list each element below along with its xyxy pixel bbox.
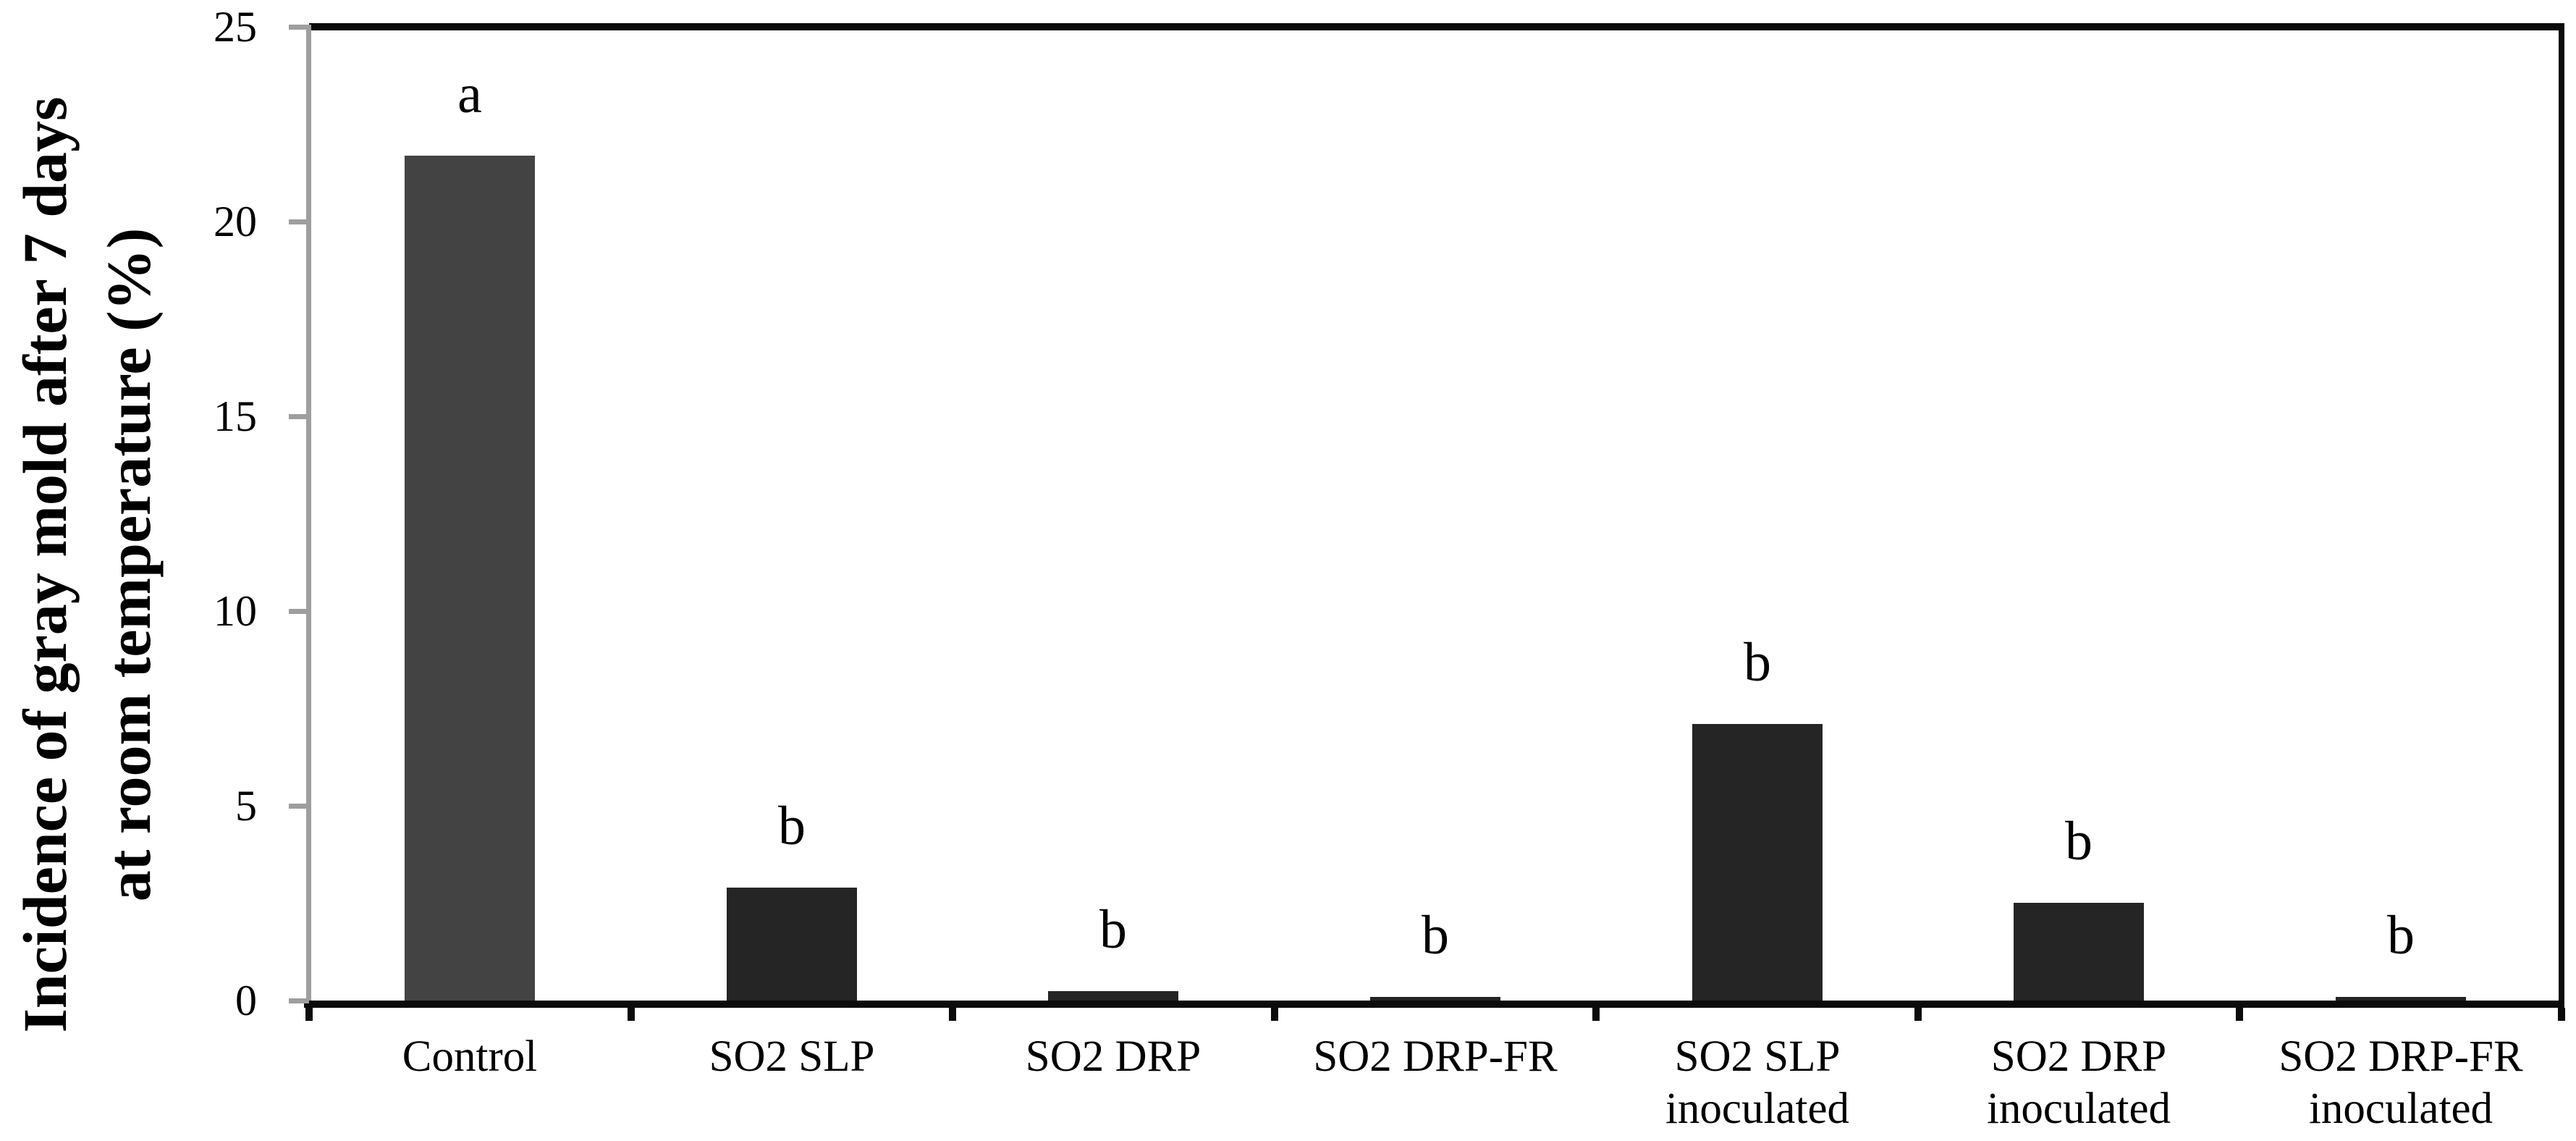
x-tick-label-line: inoculated	[1986, 1085, 2171, 1133]
y-axis-title-line-1: Incidence of gray mold after 7 days	[10, 96, 80, 1033]
y-axis-tick-25	[289, 25, 309, 30]
x-tick-label-line: SO2 DRP	[1025, 1032, 1202, 1081]
x-axis-tick-3	[1270, 1008, 1278, 1021]
y-tick-label-15: 15	[214, 392, 257, 440]
y-tick-label-0: 0	[235, 977, 257, 1024]
significance-letter-so2-slp: b	[778, 796, 806, 856]
x-tick-label-so2-drp-fr: SO2 DRP-FR	[1247, 1031, 1623, 1083]
x-axis-tick-7	[2558, 1008, 2565, 1021]
y-tick-label-10: 10	[214, 587, 257, 635]
bar-so2-drp	[1048, 991, 1178, 1001]
x-axis-tick-4	[1592, 1008, 1600, 1021]
x-tick-label-line: SO2 SLP	[1674, 1032, 1841, 1081]
significance-letter-so2-drp-fr: b	[1422, 905, 1449, 966]
x-tick-label-so2-slp: SO2 SLP	[604, 1031, 980, 1083]
y-tick-label-20: 20	[214, 198, 257, 245]
x-axis-tick-1	[627, 1008, 635, 1021]
x-axis-line	[304, 1001, 2564, 1008]
x-tick-label-so2-drp-fr-inoculated: SO2 DRP-FR inoculated	[2213, 1031, 2576, 1135]
x-tick-label-line: inoculated	[2308, 1085, 2493, 1133]
x-tick-label-line: Control	[402, 1032, 538, 1081]
x-tick-label-so2-slp-inoculated: SO2 SLP inoculated	[1569, 1031, 1946, 1135]
x-tick-label-so2-drp: SO2 DRP	[925, 1031, 1301, 1083]
x-axis-tick-5	[1914, 1008, 1922, 1021]
x-tick-label-control: Control	[282, 1031, 658, 1083]
bar-so2-slp-inoculated	[1692, 724, 1823, 1001]
x-tick-label-line: SO2 DRP-FR	[1313, 1032, 1558, 1081]
x-tick-label-line: SO2 DRP	[1990, 1032, 2167, 1081]
bar-so2-drp-fr-inoculated	[2336, 997, 2466, 1001]
bar-so2-drp-inoculated	[2014, 903, 2144, 1001]
bar-so2-slp	[727, 888, 857, 1001]
x-axis-tick-0	[305, 1008, 313, 1021]
significance-letter-control: a	[457, 64, 482, 125]
y-tick-label-25: 25	[214, 3, 257, 51]
bar-control	[405, 156, 535, 1001]
significance-letter-so2-slp-inoculated: b	[1744, 632, 1771, 693]
significance-letter-so2-drp: b	[1099, 899, 1127, 960]
plot-right-border	[2559, 23, 2564, 1021]
x-axis-tick-6	[2236, 1008, 2244, 1021]
y-axis-title: Incidence of gray mold after 7 days at r…	[3, 0, 171, 1129]
significance-letter-so2-drp-fr-inoculated: b	[2387, 905, 2415, 966]
y-axis-tick-10	[289, 609, 309, 614]
y-axis-tick-15	[289, 414, 309, 419]
y-axis-tick-0	[289, 998, 309, 1003]
significance-letter-so2-drp-inoculated: b	[2065, 811, 2093, 872]
x-tick-label-line: inoculated	[1665, 1085, 1850, 1133]
y-axis-tick-5	[289, 804, 309, 809]
y-tick-label-5: 5	[235, 782, 257, 830]
plot-top-border	[309, 23, 2564, 30]
x-tick-label-so2-drp-inoculated: SO2 DRP inoculated	[1891, 1031, 2267, 1135]
x-axis-tick-2	[949, 1008, 957, 1021]
y-axis-tick-20	[289, 219, 309, 224]
x-tick-label-line: SO2 SLP	[709, 1032, 875, 1081]
x-tick-label-line: SO2 DRP-FR	[2279, 1032, 2523, 1081]
bar-so2-drp-fr	[1370, 997, 1500, 1001]
y-axis-line	[306, 25, 311, 1001]
y-axis-title-line-2: at room temperature (%)	[94, 227, 164, 902]
